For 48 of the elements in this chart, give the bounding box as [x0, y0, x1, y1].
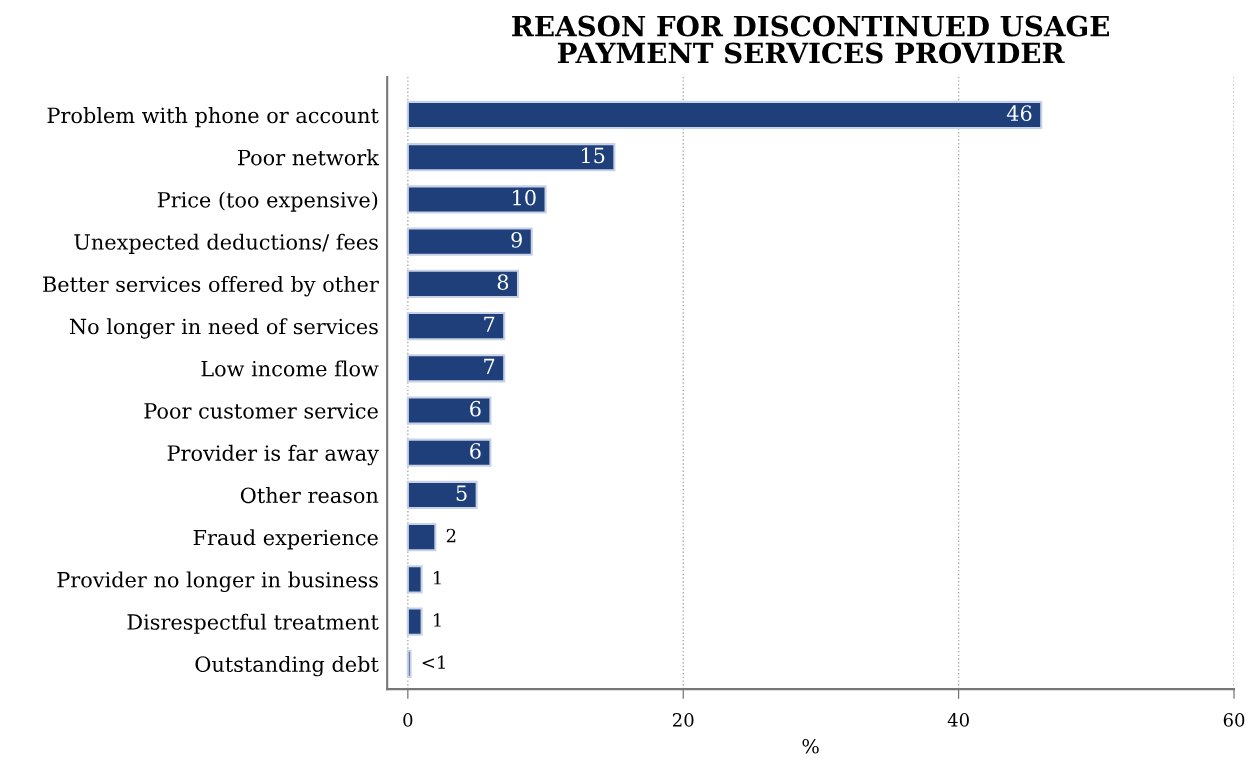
y-tick-label: Better services offered by other: [43, 275, 379, 297]
data-label: 6: [470, 400, 481, 417]
x-axis-title: %: [802, 738, 819, 754]
y-tick-label: Outstanding debt: [195, 655, 379, 677]
data-label: 2: [446, 528, 456, 543]
data-label: 9: [511, 231, 522, 248]
data-label: 15: [581, 147, 605, 164]
data-label: 7: [484, 316, 495, 332]
y-tick-label: Other reason: [240, 487, 379, 504]
data-label: 7: [484, 358, 495, 375]
x-tick-label: 20: [672, 713, 694, 727]
y-tick-label: Provider no longer in business: [57, 571, 378, 592]
data-label: 5: [456, 485, 467, 501]
bar: [406, 311, 506, 341]
bar: [406, 354, 506, 383]
y-tick-label: Low income flow: [201, 360, 379, 377]
bar: [406, 269, 520, 298]
data-label: 8: [497, 274, 509, 290]
y-tick-label: Provider is far away: [167, 444, 379, 466]
x-tick-label: 40: [947, 713, 969, 727]
x-tick-label: 60: [1223, 713, 1245, 727]
y-tick-label: Unexpected deductions/ fees: [74, 233, 378, 254]
x-tick-label: 0: [403, 713, 413, 727]
bar: [406, 480, 478, 510]
bar: [406, 227, 533, 256]
bar: [406, 396, 492, 425]
bar: [406, 607, 423, 636]
data-label: 1: [433, 613, 441, 627]
bar: [406, 100, 1043, 130]
data-label: <1: [422, 655, 445, 669]
bar: [406, 649, 412, 678]
chart-title: REASON FOR DISCONTINUED USAGE PAYMENT SERVICES PROVIDER: [512, 15, 1109, 64]
y-tick-label: Poor customer service: [144, 403, 378, 419]
bar: [406, 185, 547, 214]
y-tick-label: Disrespectful treatment: [127, 613, 379, 634]
data-label: 10: [513, 189, 536, 206]
bar: [406, 438, 492, 467]
y-tick-label: Fraud experience: [193, 529, 378, 550]
data-label: 6: [470, 443, 481, 459]
y-tick-label: Problem with phone or account: [47, 107, 379, 128]
data-label: 1: [433, 570, 441, 585]
y-tick-label: Price (too expensive): [157, 191, 378, 212]
bar: [406, 523, 437, 552]
data-label: 46: [1006, 105, 1032, 122]
y-tick-label: Poor network: [238, 149, 379, 166]
y-tick-label: No longer in need of services: [69, 318, 378, 339]
bar: [406, 565, 423, 594]
bar: [406, 143, 616, 172]
